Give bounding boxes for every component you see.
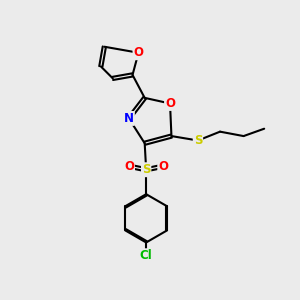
Text: S: S bbox=[142, 163, 150, 176]
Text: S: S bbox=[194, 134, 202, 147]
Text: Cl: Cl bbox=[140, 249, 152, 262]
Text: O: O bbox=[134, 46, 143, 59]
Text: N: N bbox=[124, 112, 134, 125]
Text: O: O bbox=[124, 160, 134, 173]
Text: O: O bbox=[158, 160, 168, 173]
Text: O: O bbox=[165, 97, 175, 110]
